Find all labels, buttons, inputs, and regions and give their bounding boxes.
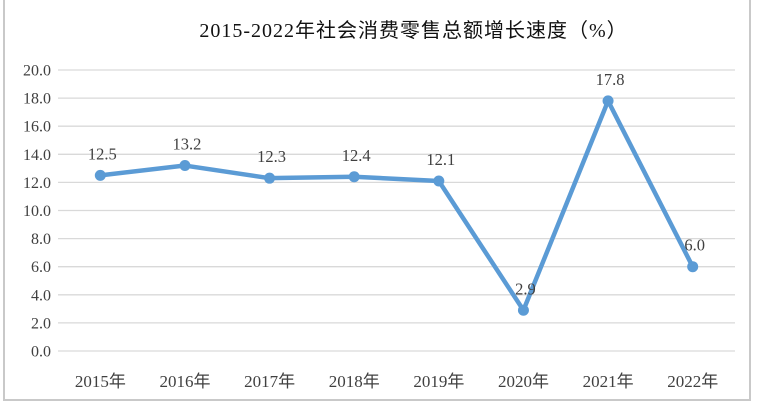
y-axis-tick-label: 2.0 <box>31 315 51 332</box>
y-axis-tick-label: 4.0 <box>31 287 51 304</box>
x-axis-tick-label: 2018年 <box>329 372 380 391</box>
data-point-marker <box>94 169 106 181</box>
y-axis-tick-label: 0.0 <box>31 344 51 361</box>
data-point-label: 2.9 <box>515 279 536 298</box>
y-axis-tick-label: 14.0 <box>23 147 51 164</box>
data-point-marker <box>179 160 191 172</box>
data-point-marker <box>433 175 445 187</box>
y-axis-tick-label: 8.0 <box>31 231 51 248</box>
y-axis-tick-label: 16.0 <box>23 119 51 136</box>
data-point-label: 13.2 <box>173 135 202 154</box>
series-line <box>98 98 695 313</box>
data-point-label: 12.4 <box>342 146 371 165</box>
data-point-label: 17.8 <box>596 70 625 89</box>
data-point-marker <box>687 261 699 273</box>
data-point-marker <box>517 304 529 316</box>
y-axis-tick-label: 12.0 <box>23 175 51 192</box>
y-axis-tick-label: 6.0 <box>31 259 51 276</box>
x-axis-tick-label: 2017年 <box>244 372 295 391</box>
x-axis-tick-label: 2020年 <box>498 372 549 391</box>
x-axis-tick-label: 2021年 <box>583 372 634 391</box>
y-axis-tick-label: 18.0 <box>23 91 51 108</box>
y-axis-tick-label: 20.0 <box>23 63 51 80</box>
data-point-marker <box>602 95 614 107</box>
x-axis-tick-label: 2016年 <box>159 372 210 391</box>
data-point-label: 12.5 <box>88 144 117 163</box>
chart-title: 2015-2022年社会消费零售总额增长速度（%） <box>199 20 628 42</box>
x-axis-tick-label: 2019年 <box>413 372 464 391</box>
x-axis-tick-label: 2015年 <box>75 372 126 391</box>
data-point-marker <box>348 171 360 183</box>
x-axis-tick-label: 2022年 <box>667 372 718 391</box>
data-point-marker <box>264 172 276 184</box>
data-point-label: 6.0 <box>684 236 705 255</box>
data-point-label: 12.3 <box>257 147 286 166</box>
y-axis-tick-label: 10.0 <box>23 203 51 220</box>
data-point-label: 12.1 <box>426 150 455 169</box>
